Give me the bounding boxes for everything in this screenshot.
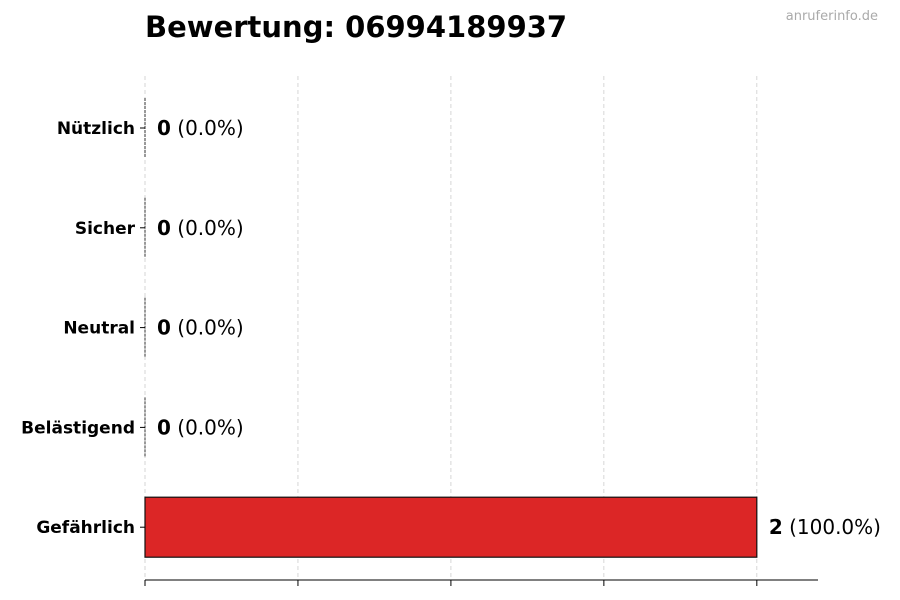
data-label: 0 (0.0%) bbox=[157, 116, 244, 140]
watermark: anruferinfo.de bbox=[785, 9, 878, 24]
data-label-value: 0 bbox=[157, 415, 171, 439]
data-label-percent: (100.0%) bbox=[783, 515, 881, 539]
data-label: 0 (0.0%) bbox=[157, 316, 244, 340]
data-label-percent: (0.0%) bbox=[171, 316, 244, 340]
data-label-value: 2 bbox=[769, 515, 783, 539]
chart-title: Bewertung: 06994189937 bbox=[145, 10, 568, 44]
data-label: 0 (0.0%) bbox=[157, 216, 244, 240]
y-tick-label: Sicher bbox=[75, 219, 136, 239]
data-label: 2 (100.0%) bbox=[769, 515, 881, 539]
data-label: 0 (0.0%) bbox=[157, 415, 244, 439]
y-tick-label: Neutral bbox=[63, 319, 135, 339]
bar bbox=[144, 496, 758, 558]
data-label-percent: (0.0%) bbox=[171, 415, 244, 439]
data-label-value: 0 bbox=[157, 316, 171, 340]
data-label-percent: (0.0%) bbox=[171, 116, 244, 140]
data-label-value: 0 bbox=[157, 216, 171, 240]
data-label-percent: (0.0%) bbox=[171, 216, 244, 240]
y-tick-label: Belästigend bbox=[21, 418, 135, 438]
y-tick-label: Gefährlich bbox=[36, 518, 135, 538]
data-label-value: 0 bbox=[157, 116, 171, 140]
y-tick-label: Nützlich bbox=[57, 119, 135, 139]
